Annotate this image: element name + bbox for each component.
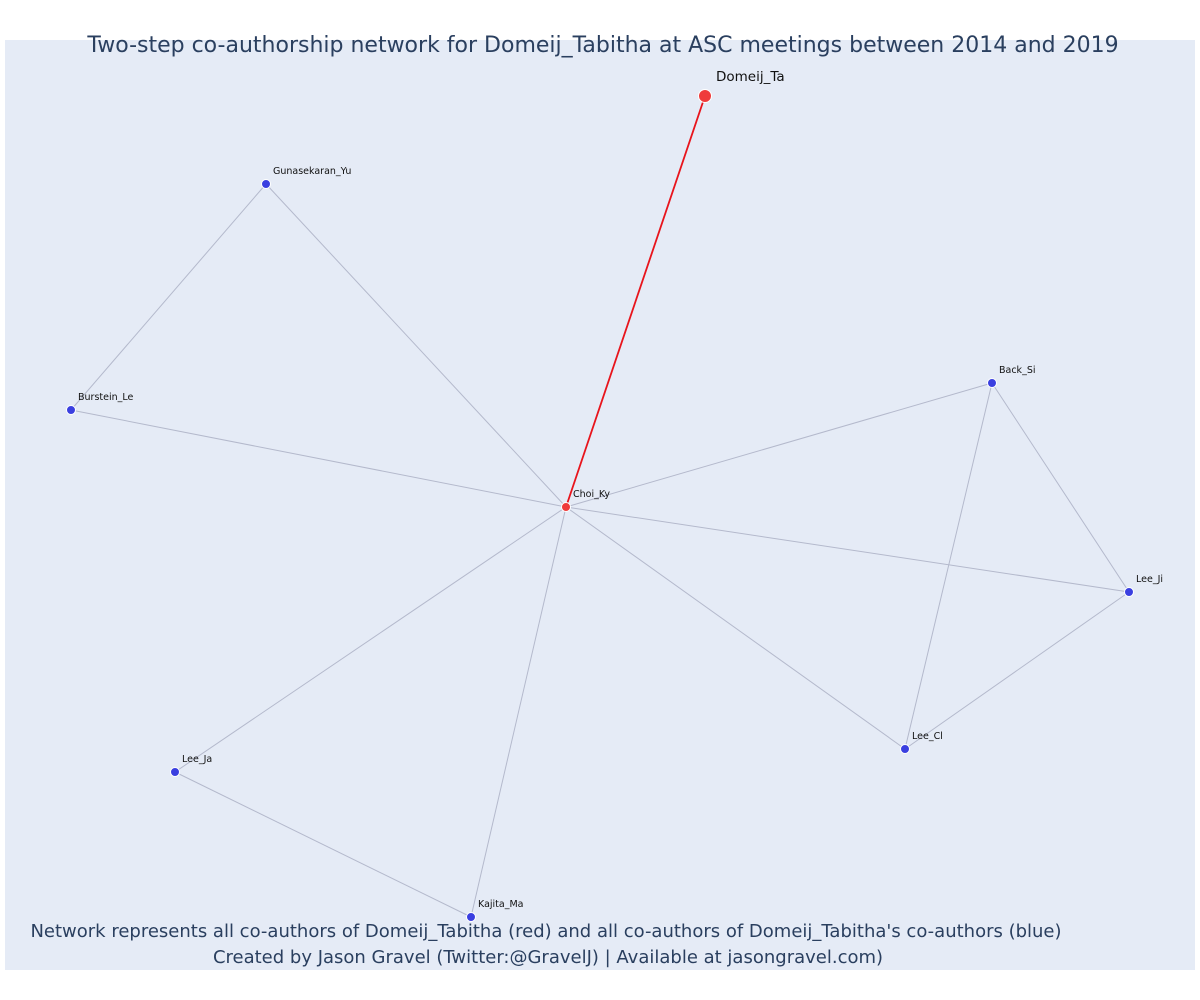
- edge-Choi_Ky-Back_Si: [565, 382, 993, 508]
- node-Lee_Cl[interactable]: [900, 744, 910, 754]
- edge-Back_Si-Lee_Cl: [904, 382, 993, 750]
- plot-background: [5, 40, 1195, 970]
- edge-Choi_Ky-Lee_Cl: [565, 506, 906, 750]
- nodes-layer: [66, 89, 1134, 922]
- edge-Lee_Ji-Lee_Cl: [904, 591, 1130, 750]
- node-label-Lee_Ji: Lee_Ji: [1136, 574, 1163, 585]
- node-label-Choi_Ky: Choi_Ky: [573, 489, 610, 500]
- node-label-Domeij_Ta: Domeij_Ta: [716, 69, 785, 85]
- node-label-Burstein_Le: Burstein_Le: [78, 392, 133, 403]
- edge-Domeij_Ta-Choi_Ky: [565, 95, 706, 508]
- node-Choi_Ky[interactable]: [561, 502, 571, 512]
- node-label-Lee_Ja: Lee_Ja: [182, 754, 212, 765]
- edge-Gunasekaran_Yu-Burstein_Le: [70, 183, 267, 411]
- edge-Back_Si-Lee_Ji: [991, 382, 1130, 593]
- node-Lee_Ji[interactable]: [1124, 587, 1134, 597]
- node-label-Lee_Cl: Lee_Cl: [912, 731, 943, 742]
- node-label-Gunasekaran_Yu: Gunasekaran_Yu: [273, 166, 351, 177]
- edge-Choi_Ky-Lee_Ja: [174, 506, 567, 773]
- diagram-title: Two-step co-authorship network for Domei…: [86, 33, 1118, 58]
- node-Domeij_Ta[interactable]: [698, 89, 712, 103]
- edge-Choi_Ky-Gunasekaran_Yu: [265, 183, 567, 508]
- labels-layer: Domeij_Ta Choi_Ky Gunasekaran_Yu Burstein_L…: [78, 69, 1163, 910]
- edges-layer: [70, 95, 1130, 918]
- node-Burstein_Le[interactable]: [66, 405, 76, 415]
- footer-line-1: Network represents all co-authors of Dom…: [30, 921, 1061, 942]
- node-label-Back_Si: Back_Si: [999, 365, 1035, 376]
- edge-Choi_Ky-Kajita_Ma: [470, 506, 567, 918]
- node-Gunasekaran_Yu[interactable]: [261, 179, 271, 189]
- edge-Lee_Ja-Kajita_Ma: [174, 771, 472, 918]
- node-Lee_Ja[interactable]: [170, 767, 180, 777]
- footer-line-2: Created by Jason Gravel (Twitter:@Gravel…: [213, 947, 883, 968]
- node-label-Kajita_Ma: Kajita_Ma: [478, 899, 523, 910]
- node-Kajita_Ma[interactable]: [466, 912, 476, 922]
- edge-Choi_Ky-Lee_Ji: [565, 506, 1130, 593]
- node-Back_Si[interactable]: [987, 378, 997, 388]
- edge-Choi_Ky-Burstein_Le: [70, 409, 567, 508]
